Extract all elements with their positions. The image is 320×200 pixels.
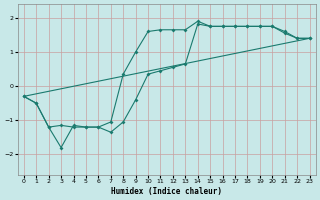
X-axis label: Humidex (Indice chaleur): Humidex (Indice chaleur) xyxy=(111,187,222,196)
